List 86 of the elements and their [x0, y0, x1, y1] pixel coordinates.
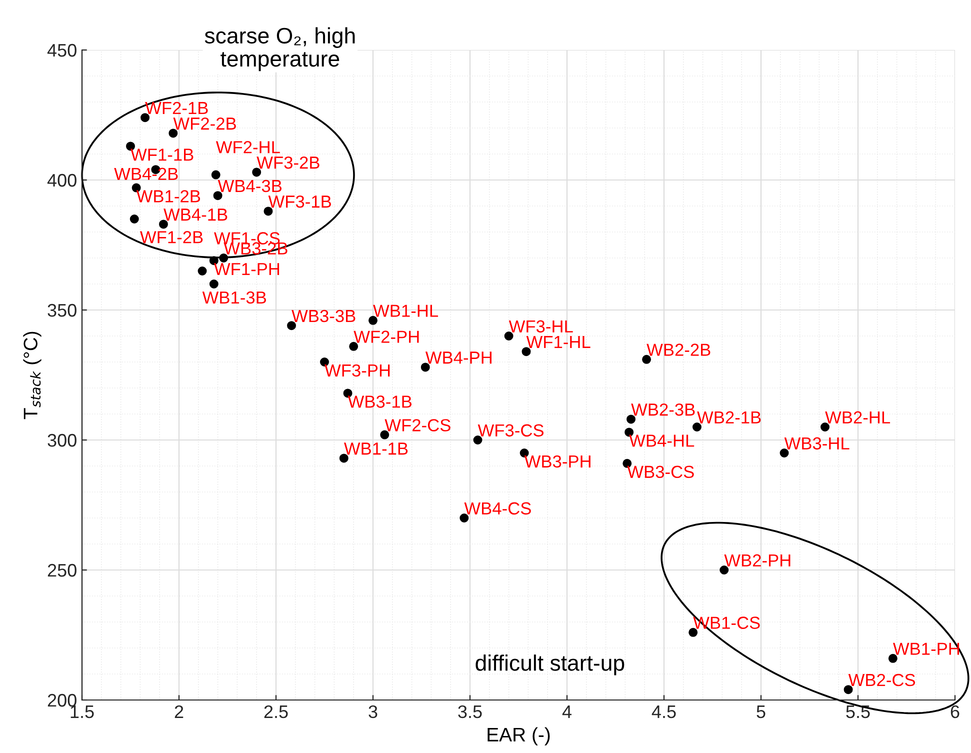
annotation: WB4-2B	[114, 168, 178, 180]
annotation: WF3-PH	[324, 364, 390, 377]
point	[158, 220, 168, 229]
y-tick-label: 400	[47, 174, 76, 187]
point	[349, 342, 358, 351]
x-tick-label: 4.5	[652, 706, 676, 718]
x-tick-label: 4	[562, 706, 572, 718]
point	[626, 414, 636, 424]
y-tick-label: 450	[47, 44, 76, 57]
point	[264, 206, 273, 216]
annotation: WB4-3B	[218, 180, 282, 192]
annotation: WF3-HL	[508, 320, 573, 333]
annotation: WB4-CS	[464, 502, 531, 515]
annotation: WB3-HL	[784, 437, 850, 450]
annotation: WB3-PH	[524, 455, 590, 468]
annotation: WB1-PH	[892, 642, 960, 655]
x-tick-label: 2.5	[264, 705, 288, 718]
point	[130, 214, 139, 224]
point	[820, 422, 830, 432]
annotation: WB1-3B	[202, 291, 266, 304]
point	[692, 422, 702, 432]
annotation: WF3-1B	[268, 195, 331, 208]
point	[198, 266, 207, 276]
y-axis-title: T$_{stack}$ (°C)	[23, 332, 42, 420]
annotation: WB3-3B	[292, 310, 356, 322]
annotation: WB3-1B	[348, 396, 412, 408]
x-tick-label: 5.5	[846, 706, 870, 718]
y-tick-label: 250	[48, 564, 76, 577]
point	[844, 685, 853, 694]
x-tick-label: 1.5	[70, 706, 94, 718]
point	[473, 436, 482, 444]
annotation: WF1-2B	[140, 231, 203, 244]
point	[287, 321, 296, 330]
annotation: WB4-1B	[164, 208, 228, 221]
annotation: WB1-1B	[344, 442, 408, 455]
point	[339, 454, 348, 463]
annotation: WF2-PH	[354, 330, 419, 343]
point	[780, 448, 789, 458]
annotation: WF1-PH	[214, 263, 280, 276]
point	[688, 628, 698, 637]
annotation: WB1-HL	[373, 304, 438, 317]
y-tick-label: 300	[48, 434, 76, 447]
point	[504, 332, 514, 340]
point	[642, 354, 652, 364]
x-tick-label: 3.5	[458, 705, 482, 718]
x-tick-label: 5	[756, 706, 766, 718]
x-axis-title: EAR (-)	[488, 727, 550, 746]
annotation: WB1-2B	[136, 190, 200, 202]
annotation: WF2-HL	[216, 141, 280, 154]
y-tick-label: 350	[48, 304, 76, 317]
point	[211, 170, 220, 180]
annotation: WF2-2B	[173, 117, 236, 130]
point	[888, 654, 898, 663]
annotation: WB4-HL	[629, 434, 694, 447]
annotation: WF2-CS	[384, 419, 450, 432]
x-tick-label: 6	[950, 705, 960, 718]
annotation: scarse O₂, high temperature	[204, 27, 355, 72]
annotation: WB2-HL	[825, 411, 890, 424]
point	[140, 113, 150, 122]
annotation: WF3-CS	[478, 424, 544, 437]
annotation: WF1-HL	[526, 336, 590, 348]
annotation: WB2-3B	[631, 403, 695, 416]
annotation: WB3-CS	[627, 466, 694, 478]
x-tick-label: 2	[174, 705, 184, 718]
annotation: WB2-2B	[646, 344, 710, 356]
annotation: WF2-1B	[145, 102, 208, 114]
point	[420, 362, 430, 372]
point	[219, 254, 228, 262]
annotation: WF1-1B	[130, 148, 194, 161]
x-tick-label: 3	[368, 705, 378, 718]
annotation: WB2-PH	[724, 554, 790, 566]
point	[380, 430, 390, 440]
point	[720, 566, 729, 574]
point	[213, 191, 222, 200]
annotation: WB2-1B	[697, 411, 761, 424]
point	[209, 280, 218, 288]
point	[168, 128, 178, 138]
annotation: WF3-2B	[256, 156, 320, 169]
point	[252, 168, 262, 177]
point	[460, 514, 469, 522]
annotation: WB2-CS	[848, 674, 916, 686]
point	[368, 316, 378, 325]
y-tick-label: 200	[48, 694, 76, 707]
annotation: difficult start-up	[476, 654, 624, 676]
point	[522, 347, 531, 356]
annotation: WB4-PH	[425, 352, 492, 364]
